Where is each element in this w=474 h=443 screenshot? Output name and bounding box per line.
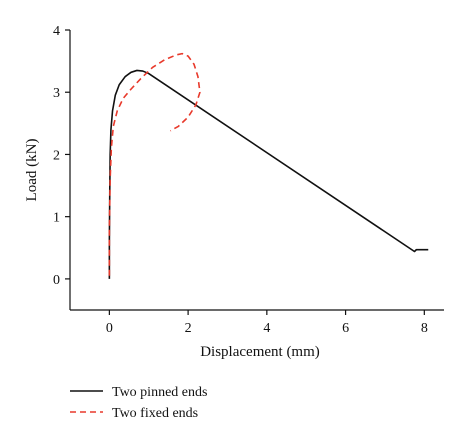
y-tick-label-1: 1: [53, 211, 60, 226]
y-tick-label-4: 4: [53, 24, 60, 39]
y-tick-label-3: 3: [53, 86, 60, 101]
y-tick-label-2: 2: [53, 148, 60, 163]
x-tick-label-8: 8: [421, 321, 428, 336]
x-axis-title: Displacement (mm): [200, 344, 320, 360]
axis-ticks: [65, 29, 425, 315]
legend-label-pinned: Two pinned ends: [112, 385, 207, 400]
series-layer: [108, 52, 429, 279]
legend: Two pinned ends Two fixed ends: [70, 385, 207, 421]
legend-label-fixed: Two fixed ends: [112, 406, 198, 421]
y-tick-label-0: 0: [53, 273, 60, 288]
x-tick-label-6: 6: [342, 321, 349, 336]
y-axis-title: Load (kN): [24, 139, 40, 202]
x-tick-label-0: 0: [106, 321, 113, 336]
x-tick-label-4: 4: [263, 321, 270, 336]
x-tick-label-2: 2: [185, 321, 192, 336]
axis-tick-labels: 0 2 4 6 8 0 1 2 3 4: [53, 24, 428, 336]
series-line-two-fixed-ends: [108, 52, 201, 276]
series-line-two-pinned-ends: [108, 69, 429, 279]
